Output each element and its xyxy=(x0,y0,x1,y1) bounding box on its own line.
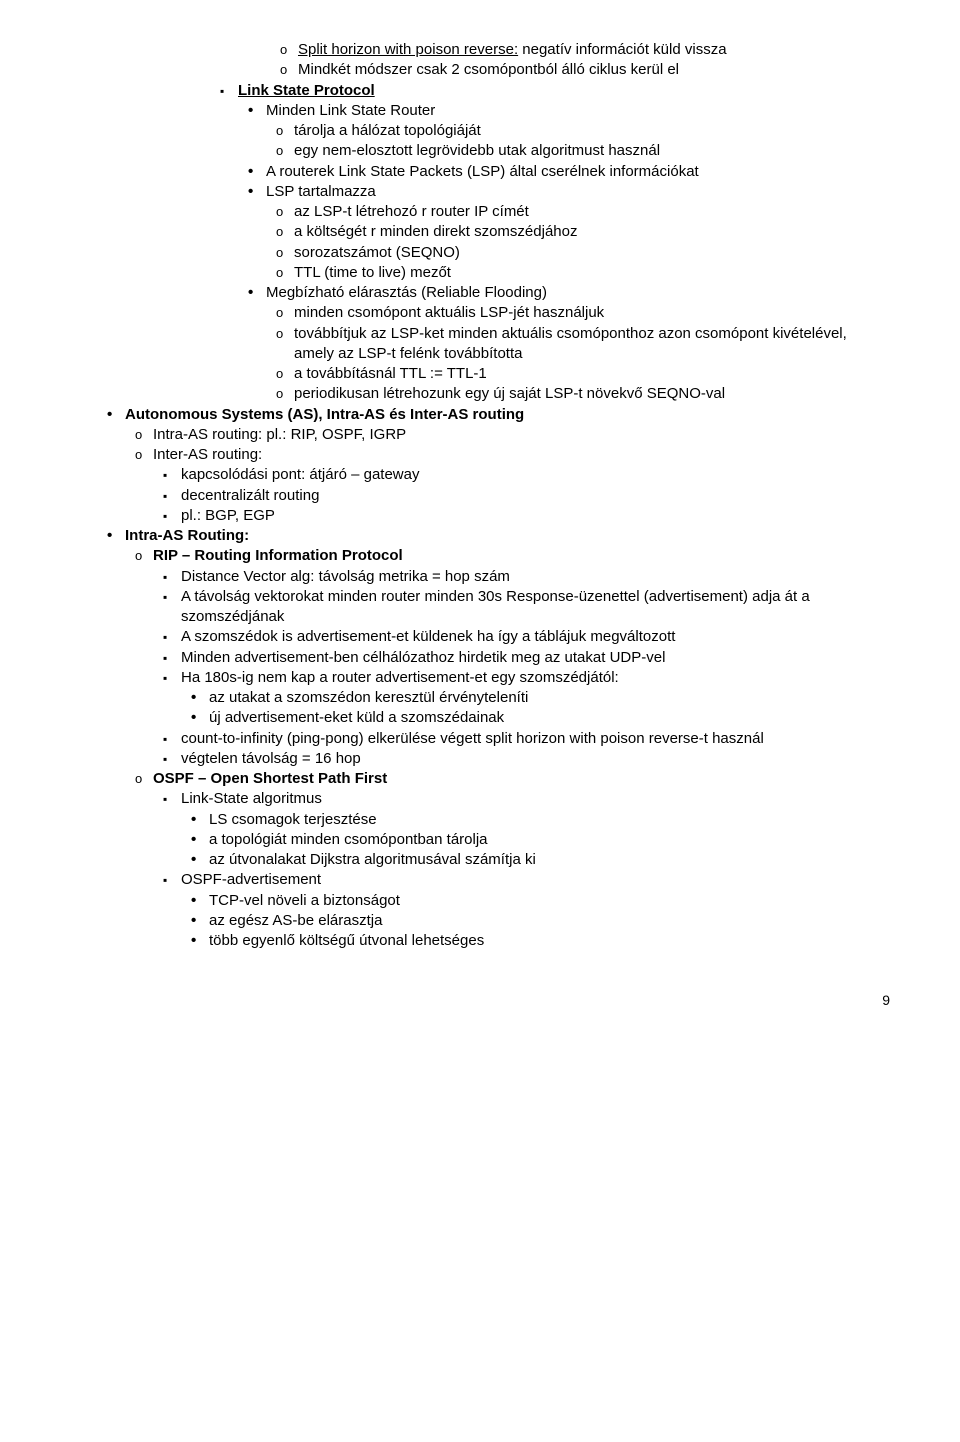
rip-e2: új advertisement-eket küld a szomszédain… xyxy=(209,708,890,728)
ospf-title-text: OSPF – Open Shortest Path First xyxy=(153,770,387,787)
page-number: 9 xyxy=(70,991,890,1010)
rip-e-text: Ha 180s-ig nem kap a router advertisemen… xyxy=(181,669,619,686)
lsp-r1b: egy nem-elosztott legrövidebb utak algor… xyxy=(294,141,890,161)
rip-e1: az utakat a szomszédon keresztül érvényt… xyxy=(209,688,890,708)
top-l1-u: Split horizon with poison reverse: xyxy=(298,41,518,58)
lsp-r3-text: LSP tartalmazza xyxy=(266,183,376,200)
rip-e: Ha 180s-ig nem kap a router advertisemen… xyxy=(181,668,890,729)
lsp-r2: A routerek Link State Packets (LSP) álta… xyxy=(266,162,890,182)
lsp-r4a: minden csomópont aktuális LSP-jét haszná… xyxy=(294,303,890,323)
top-l2: Mindkét módszer csak 2 csomópontból álló… xyxy=(298,60,890,80)
ospf-a3: az útvonalakat Dijkstra algoritmusával s… xyxy=(209,850,890,870)
intra-title: Intra-AS Routing: RIP – Routing Informat… xyxy=(125,526,890,951)
lsp-r4b: továbbítjuk az LSP-ket minden aktuális c… xyxy=(294,324,890,365)
lsp-title-text: Link State Protocol xyxy=(238,82,375,99)
lsp-r3d: TTL (time to live) mezőt xyxy=(294,263,890,283)
rip-d: Minden advertisement-ben célhálózathoz h… xyxy=(181,648,890,668)
as-i2: decentralizált routing xyxy=(181,486,890,506)
rip-f: count-to-infinity (ping-pong) elkerülése… xyxy=(181,729,890,749)
intra-title-text: Intra-AS Routing: xyxy=(125,527,249,544)
rip-b: A távolság vektorokat minden router mind… xyxy=(181,587,890,628)
lsp-r1a: tárolja a hálózat topológiáját xyxy=(294,121,890,141)
ospf-a2: a topológiát minden csomópontban tárolja xyxy=(209,830,890,850)
ospf-a1: LS csomagok terjesztése xyxy=(209,810,890,830)
lsp-r4d: periodikusan létrehozunk egy új saját LS… xyxy=(294,384,890,404)
lsp-r3: LSP tartalmazza az LSP-t létrehozó r rou… xyxy=(266,182,890,283)
lsp-r1: Minden Link State Router tárolja a hálóz… xyxy=(266,101,890,162)
top-block: Split horizon with poison reverse: negat… xyxy=(70,40,890,81)
as-title: Autonomous Systems (AS), Intra-AS és Int… xyxy=(125,405,890,527)
lsp-r3b: a költségét r minden direkt szomszédjáho… xyxy=(294,222,890,242)
ospf-title: OSPF – Open Shortest Path First Link-Sta… xyxy=(153,769,890,951)
as-i1: kapcsolódási pont: átjáró – gateway xyxy=(181,465,890,485)
lsp-r3c: sorozatszámot (SEQNO) xyxy=(294,243,890,263)
ospf-b2: az egész AS-be elárasztja xyxy=(209,911,890,931)
top-l1b: negatív információt küld vissza xyxy=(518,41,726,58)
rip-title-text: RIP – Routing Information Protocol xyxy=(153,547,403,564)
as-inter-text: Inter-AS routing: xyxy=(153,446,262,463)
as-intra: Intra-AS routing: pl.: RIP, OSPF, IGRP xyxy=(153,425,890,445)
as-title-text: Autonomous Systems (AS), Intra-AS és Int… xyxy=(125,406,524,423)
lsp-r4: Megbízható elárasztás (Reliable Flooding… xyxy=(266,283,890,405)
ospf-b-text: OSPF-advertisement xyxy=(181,871,321,888)
top-l1: Split horizon with poison reverse: negat… xyxy=(298,40,890,60)
lsp-r4-text: Megbízható elárasztás (Reliable Flooding… xyxy=(266,284,547,301)
lsp-title: Link State Protocol Minden Link State Ro… xyxy=(238,81,890,405)
ospf-a-text: Link-State algoritmus xyxy=(181,790,322,807)
as-i3: pl.: BGP, EGP xyxy=(181,506,890,526)
rip-g: végtelen távolság = 16 hop xyxy=(181,749,890,769)
ospf-b1: TCP-vel növeli a biztonságot xyxy=(209,891,890,911)
lsp-r1-text: Minden Link State Router xyxy=(266,102,435,119)
lsp-wrap: Link State Protocol Minden Link State Ro… xyxy=(70,81,890,405)
rip-c: A szomszédok is advertisement-et küldene… xyxy=(181,627,890,647)
lsp-r4c: a továbbításnál TTL := TTL-1 xyxy=(294,364,890,384)
lsp-r3a: az LSP-t létrehozó r router IP címét xyxy=(294,202,890,222)
rip-a: Distance Vector alg: távolság metrika = … xyxy=(181,567,890,587)
ospf-b: OSPF-advertisement TCP-vel növeli a bizt… xyxy=(181,870,890,951)
as-inter: Inter-AS routing: kapcsolódási pont: átj… xyxy=(153,445,890,526)
rip-title: RIP – Routing Information Protocol Dista… xyxy=(153,546,890,769)
ospf-b3: több egyenlő költségű útvonal lehetséges xyxy=(209,931,890,951)
ospf-a: Link-State algoritmus LS csomagok terjes… xyxy=(181,789,890,870)
